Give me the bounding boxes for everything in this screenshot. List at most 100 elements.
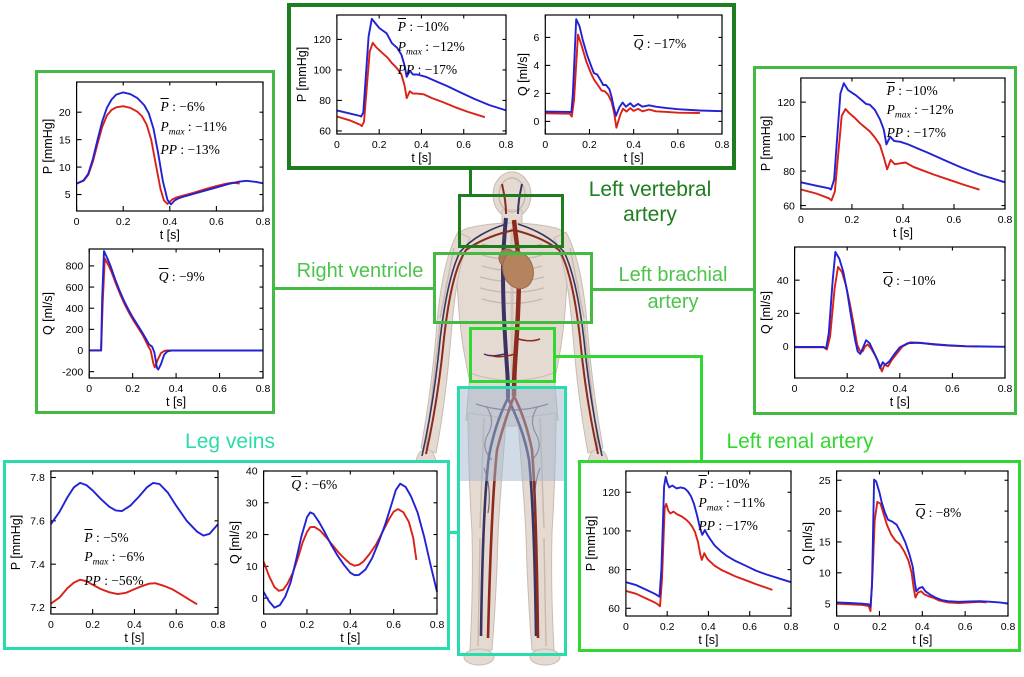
svg-text:80: 80 xyxy=(783,166,795,178)
svg-text:7.2: 7.2 xyxy=(30,602,45,614)
svg-text:20: 20 xyxy=(59,107,71,119)
chart-ventricle-flow: 0 0.2 0.4 0.6 0.8 -200 0 200 400 600 800 t [s] Q [ml… xyxy=(39,242,271,409)
svg-text:4: 4 xyxy=(533,60,539,72)
svg-text:0: 0 xyxy=(86,383,92,395)
svg-text:15: 15 xyxy=(59,134,71,146)
svg-text:0: 0 xyxy=(834,621,840,633)
svg-text:6: 6 xyxy=(533,32,539,44)
svg-text:80: 80 xyxy=(608,564,620,576)
chart-renal-pressure: 0 0.2 0.4 0.6 0.8 60 80 100 120 t [s] P [mmHg] P : … xyxy=(582,464,799,647)
svg-text:200: 200 xyxy=(66,324,84,336)
svg-text:40: 40 xyxy=(777,275,789,287)
svg-text:0.2: 0.2 xyxy=(845,214,860,226)
svg-text:100: 100 xyxy=(602,526,620,538)
svg-text:P [mmHg]: P [mmHg] xyxy=(759,116,773,171)
svg-text:20: 20 xyxy=(246,529,258,541)
svg-text:15: 15 xyxy=(819,537,831,549)
plot-annotation: P : −10% Pmax : −11% PP : −17% xyxy=(698,475,765,534)
svg-text:0.8: 0.8 xyxy=(256,216,271,228)
panel-left-vertebral-artery: 0 0.2 0.4 0.6 0.8 60 80 100 120 t [s] P [mmHg] P : … xyxy=(287,3,736,170)
chart-legveins-flow: 0 0.2 0.4 0.6 0.8 0 10 20 30 40 t [s] Q [ml/s] Q : −… xyxy=(226,464,445,645)
svg-text:t [s]: t [s] xyxy=(166,395,186,409)
svg-text:7.6: 7.6 xyxy=(30,516,45,528)
svg-text:0: 0 xyxy=(77,345,83,357)
svg-text:0.6: 0.6 xyxy=(209,216,224,228)
panel-leg-veins: 0 0.2 0.4 0.6 0.8 7.2 7.4 7.6 7.8 t [s] P [mmHg] P … xyxy=(3,460,450,650)
svg-text:0.6: 0.6 xyxy=(212,383,227,395)
connector-brachial xyxy=(593,288,753,291)
plot-annotation: Q : −8% xyxy=(915,504,962,520)
connector-renal-vertical xyxy=(700,355,703,460)
svg-text:0.6: 0.6 xyxy=(945,383,960,395)
svg-text:7.4: 7.4 xyxy=(30,559,45,571)
svg-text:0.2: 0.2 xyxy=(872,621,887,633)
svg-text:0.4: 0.4 xyxy=(701,621,716,633)
svg-text:60: 60 xyxy=(783,200,795,212)
svg-text:0.6: 0.6 xyxy=(947,214,962,226)
svg-text:5: 5 xyxy=(65,189,71,201)
svg-text:-200: -200 xyxy=(62,366,83,378)
svg-text:P [mmHg]: P [mmHg] xyxy=(9,515,23,570)
region-box-abdomen xyxy=(469,327,556,383)
svg-text:0.2: 0.2 xyxy=(660,621,675,633)
svg-text:0.8: 0.8 xyxy=(211,619,226,631)
svg-text:t [s]: t [s] xyxy=(893,226,913,240)
svg-text:100: 100 xyxy=(313,65,331,77)
chart-ventricle-pressure: 0 0.2 0.4 0.6 0.8 5 10 15 20 t [s] P [mmHg] P : −6%… xyxy=(39,75,271,242)
svg-text:0: 0 xyxy=(74,216,80,228)
svg-text:20: 20 xyxy=(819,506,831,518)
svg-text:30: 30 xyxy=(246,497,258,509)
svg-text:0.8: 0.8 xyxy=(1001,621,1016,633)
svg-text:0.4: 0.4 xyxy=(892,383,907,395)
svg-text:0.8: 0.8 xyxy=(430,619,445,631)
svg-text:20: 20 xyxy=(777,308,789,320)
svg-text:0.8: 0.8 xyxy=(256,383,271,395)
svg-text:P [mmHg]: P [mmHg] xyxy=(295,47,309,102)
svg-text:60: 60 xyxy=(319,126,331,138)
svg-text:0: 0 xyxy=(252,593,258,605)
plot-annotation: P : −10% Pmax : −12% PP : −17% xyxy=(886,82,954,140)
svg-text:0.4: 0.4 xyxy=(162,216,177,228)
chart-vertebral-flow: 0 0.2 0.4 0.6 0.8 0 2 4 6 t [s] Q [ml/s] Q : −17% xyxy=(514,8,730,165)
svg-text:P [mmHg]: P [mmHg] xyxy=(584,516,598,571)
svg-text:t [s]: t [s] xyxy=(624,151,644,165)
svg-text:0: 0 xyxy=(48,619,54,631)
svg-text:100: 100 xyxy=(777,131,795,143)
svg-text:0.6: 0.6 xyxy=(386,619,401,631)
svg-text:0.8: 0.8 xyxy=(998,383,1013,395)
pelvis-highlight xyxy=(457,386,567,481)
label-leg-veins: Leg veins xyxy=(185,430,275,453)
svg-text:0.6: 0.6 xyxy=(671,139,686,151)
svg-text:0.2: 0.2 xyxy=(116,216,131,228)
svg-text:Q [ml/s]: Q [ml/s] xyxy=(228,521,242,564)
svg-text:t [s]: t [s] xyxy=(912,633,932,647)
svg-text:80: 80 xyxy=(319,95,331,107)
svg-text:0.2: 0.2 xyxy=(840,383,855,395)
panel-left-brachial-artery: 0 0.2 0.4 0.6 0.8 60 80 100 120 t [s] P [mmHg] P : … xyxy=(753,66,1017,415)
svg-text:0.4: 0.4 xyxy=(896,214,911,226)
plot-annotation: P : −6% Pmax : −11% PP : −13% xyxy=(160,99,227,157)
plot-svg: 0 0.2 0.4 0.6 0.8 0 20 40 t [s] Q [ml/s] xyxy=(759,246,1013,409)
svg-text:t [s]: t [s] xyxy=(160,228,180,242)
svg-text:0.8: 0.8 xyxy=(784,621,799,633)
svg-text:t [s]: t [s] xyxy=(890,395,910,409)
connector-right-ventricle xyxy=(275,287,433,290)
svg-text:Q [ml/s]: Q [ml/s] xyxy=(516,53,530,96)
svg-text:600: 600 xyxy=(66,282,84,294)
svg-text:0.6: 0.6 xyxy=(456,139,471,151)
svg-text:0.8: 0.8 xyxy=(499,139,514,151)
svg-text:0: 0 xyxy=(783,341,789,353)
label-left-vertebral-artery: Left vertebral artery xyxy=(588,178,712,227)
svg-text:120: 120 xyxy=(777,97,795,109)
plot-svg: 0 0.2 0.4 0.6 0.8 5 10 15 20 t [s] P [mmHg] xyxy=(41,81,271,242)
plot-svg: 0 0.2 0.4 0.6 0.8 0 2 4 6 t [s] Q [ml/s] xyxy=(516,14,729,165)
svg-text:0: 0 xyxy=(792,383,798,395)
svg-text:5: 5 xyxy=(825,598,831,610)
region-box-chest xyxy=(433,252,593,324)
svg-text:0: 0 xyxy=(542,139,548,151)
svg-text:0.4: 0.4 xyxy=(414,139,429,151)
svg-text:0.6: 0.6 xyxy=(742,621,757,633)
svg-text:P [mmHg]: P [mmHg] xyxy=(41,119,55,174)
plot-annotation: Q : −10% xyxy=(882,272,936,288)
